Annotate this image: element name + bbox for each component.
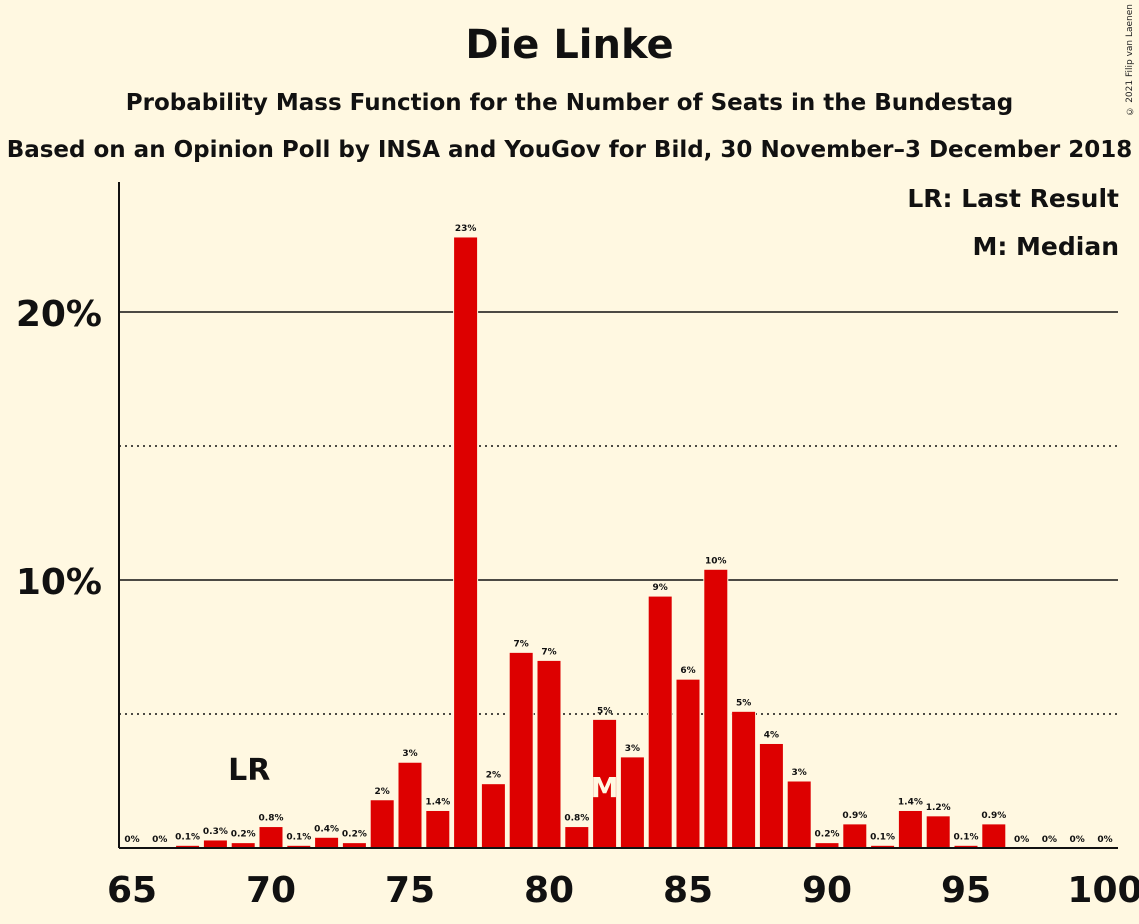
y-tick-label: 20% bbox=[16, 294, 102, 335]
data-label: 0% bbox=[1042, 835, 1057, 845]
data-label: 3% bbox=[625, 744, 640, 754]
x-tick-label: 70 bbox=[246, 870, 296, 911]
x-tick-label: 80 bbox=[524, 870, 574, 911]
data-label: 0.2% bbox=[815, 830, 840, 840]
legend-median: M: Median bbox=[972, 232, 1119, 261]
x-tick-label: 90 bbox=[802, 870, 852, 911]
data-label: 0.8% bbox=[259, 814, 284, 824]
bar bbox=[647, 595, 673, 849]
data-label: 0.1% bbox=[954, 832, 979, 842]
bar bbox=[397, 761, 423, 849]
bar bbox=[369, 799, 395, 849]
bar bbox=[786, 780, 812, 849]
data-label: 3% bbox=[792, 768, 807, 778]
median-marker: M bbox=[591, 771, 619, 804]
data-label: 6% bbox=[680, 666, 695, 676]
y-tick-label: 10% bbox=[16, 562, 102, 603]
data-label: 0.3% bbox=[203, 827, 228, 837]
data-label: 0% bbox=[152, 835, 167, 845]
legend-last-result: LR: Last Result bbox=[907, 184, 1119, 213]
bar bbox=[758, 742, 784, 849]
data-label: 5% bbox=[597, 706, 612, 716]
bar bbox=[453, 236, 479, 849]
last-result-marker: LR bbox=[228, 753, 270, 788]
data-label: 0.2% bbox=[231, 830, 256, 840]
data-label: 2% bbox=[486, 771, 501, 781]
bar bbox=[842, 823, 868, 849]
chart-subtitle: Probability Mass Function for the Number… bbox=[125, 90, 1014, 116]
data-label: 23% bbox=[455, 224, 477, 234]
bar bbox=[258, 826, 284, 849]
data-label: 0.1% bbox=[286, 832, 311, 842]
data-label: 0.1% bbox=[175, 832, 200, 842]
bar bbox=[981, 823, 1007, 849]
bar bbox=[703, 568, 729, 849]
bar bbox=[731, 710, 757, 849]
chart-title: Die Linke bbox=[465, 22, 674, 68]
x-tick-label: 75 bbox=[385, 870, 435, 911]
data-label: 0.9% bbox=[981, 811, 1006, 821]
data-label: 0.2% bbox=[342, 830, 367, 840]
bar bbox=[314, 836, 340, 849]
bar bbox=[897, 809, 923, 849]
bar bbox=[202, 839, 228, 849]
bar bbox=[592, 718, 618, 849]
data-label: 7% bbox=[541, 647, 556, 657]
data-label: 0.8% bbox=[564, 814, 589, 824]
bar bbox=[536, 659, 562, 849]
bar bbox=[425, 809, 451, 849]
x-tick-label: 95 bbox=[941, 870, 991, 911]
data-label: 0% bbox=[1097, 835, 1112, 845]
data-label: 0.4% bbox=[314, 824, 339, 834]
data-label: 3% bbox=[402, 749, 417, 759]
x-tick-label: 85 bbox=[663, 870, 713, 911]
data-label: 1.4% bbox=[898, 797, 923, 807]
bar bbox=[925, 815, 951, 849]
x-tick-label: 65 bbox=[107, 870, 157, 911]
data-label: 5% bbox=[736, 698, 751, 708]
data-label: 1.4% bbox=[425, 797, 450, 807]
chart-source: Based on an Opinion Poll by INSA and You… bbox=[6, 137, 1133, 163]
data-label: 0% bbox=[124, 835, 139, 845]
x-tick-label: 100 bbox=[1067, 870, 1139, 911]
bar bbox=[564, 826, 590, 849]
data-label: 0.9% bbox=[842, 811, 867, 821]
data-label: 9% bbox=[653, 583, 668, 593]
bar bbox=[675, 678, 701, 849]
bar bbox=[480, 783, 506, 849]
data-label: 0.1% bbox=[870, 832, 895, 842]
data-label: 2% bbox=[375, 787, 390, 797]
data-label: 10% bbox=[705, 556, 727, 566]
data-label: 1.2% bbox=[926, 803, 951, 813]
data-label: 7% bbox=[514, 639, 529, 649]
bar bbox=[508, 651, 534, 849]
data-label: 0% bbox=[1070, 835, 1085, 845]
bar bbox=[619, 756, 645, 849]
data-label: 4% bbox=[764, 730, 779, 740]
data-label: 0% bbox=[1014, 835, 1029, 845]
